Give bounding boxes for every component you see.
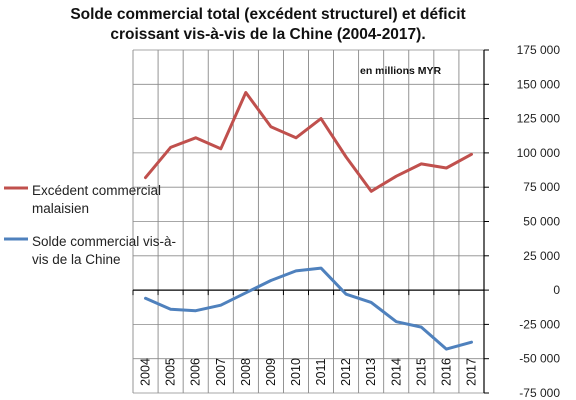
- unit-label: en millions MYR: [360, 65, 442, 77]
- x-tick-label: 2016: [439, 358, 453, 386]
- x-tick-label: 2012: [339, 358, 353, 386]
- y-tick-label: 0: [553, 283, 560, 297]
- legend-label-1: malaisien: [32, 201, 89, 216]
- y-tick-label: 175 000: [517, 43, 561, 57]
- x-tick-label: 2014: [389, 358, 403, 386]
- y-tick-label: 50 000: [523, 215, 560, 229]
- x-axis-ticks: 2004 2005 2006 2007 2008 2009 2010 2011 2012 2013…: [132, 290, 485, 386]
- x-tick-label: 2011: [314, 359, 328, 386]
- y-axis-ticks: -75 000 -50 000 -25 000 0 25 000 50 000 75 000…: [484, 43, 560, 400]
- y-tick-label: 150 000: [517, 77, 561, 91]
- y-tick-label: 125 000: [517, 112, 561, 126]
- x-tick-label: 2010: [289, 358, 303, 386]
- y-tick-label: 100 000: [517, 146, 561, 160]
- grid: [132, 49, 485, 394]
- y-tick-label: 25 000: [523, 249, 560, 263]
- x-tick-label: 2004: [139, 358, 153, 386]
- x-tick-label: 2007: [214, 358, 228, 386]
- legend-label-2: Solde commercial vis-à-: [32, 234, 176, 249]
- x-tick-label: 2015: [414, 358, 428, 386]
- series-line-1: [144, 91, 473, 193]
- y-tick-label: 75 000: [523, 180, 560, 194]
- legend-label-1: Excédent commercial: [32, 183, 161, 198]
- y-tick-label: -25 000: [519, 317, 560, 331]
- y-tick-label: -75 000: [519, 386, 560, 400]
- x-tick-label: 2017: [464, 358, 478, 386]
- chart-title-line-1: Solde commercial total (excédent structu…: [70, 6, 465, 23]
- chart-title: Solde commercial total (excédent structu…: [70, 6, 465, 43]
- legend: Excédent commercial malaisien Solde commer…: [4, 183, 176, 267]
- x-tick-label: 2006: [189, 358, 203, 386]
- x-tick-label: 2005: [164, 358, 178, 386]
- y-tick-label: -50 000: [519, 352, 560, 366]
- series-line-2: [144, 266, 473, 351]
- x-tick-label: 2009: [264, 358, 278, 386]
- x-tick-label: 2013: [364, 358, 378, 386]
- chart-title-line-2: croissant vis-à-vis de la Chine (2004-20…: [110, 26, 425, 43]
- series-lines: [144, 91, 473, 351]
- x-tick-label: 2008: [239, 358, 253, 386]
- legend-label-2: vis de la Chine: [32, 252, 121, 267]
